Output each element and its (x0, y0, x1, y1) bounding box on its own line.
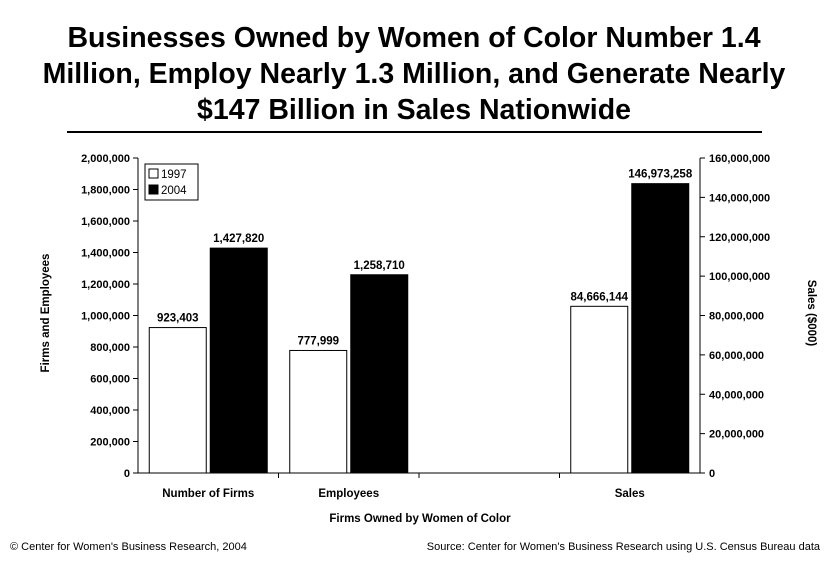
y2-tick-label: 60,000,000 (709, 350, 764, 362)
bar-1997-employees (289, 349, 348, 474)
y-tick-label: 2,000,000 (81, 153, 130, 165)
bar-2004-sales (631, 183, 690, 474)
y2-tick-label: 160,000,000 (709, 153, 770, 165)
y-tick-label: 1,400,000 (81, 248, 130, 260)
y2-tick-label: 120,000,000 (709, 232, 770, 244)
y-tick-label: 0 (124, 468, 130, 480)
bar-chart: 0 200,000 400,000 600,000 800,000 1,000,000 1,… (40, 153, 817, 525)
x-tick-label: Sales (615, 488, 645, 500)
legend-label-2004: 2004 (161, 185, 187, 197)
legend-label-1997: 1997 (161, 169, 187, 181)
y-tick-label: 1,800,000 (81, 185, 130, 197)
copyright-footer: © Center for Women's Business Research, … (10, 541, 247, 553)
y-axis-title: Firms and Employees (40, 254, 52, 373)
bar-2004-number-of-firms (209, 247, 268, 474)
chart-title: Businesses Owned by Women of Color Numbe… (42, 22, 786, 126)
y-tick-label: 1,200,000 (81, 279, 130, 291)
y-tick-label: 1,000,000 (81, 311, 130, 323)
y2-axis-title: Sales ($000) (805, 280, 817, 347)
source-footer: Source: Center for Women's Business Rese… (426, 541, 820, 553)
y2-tick-label: 80,000,000 (709, 311, 764, 323)
y2-tick-label: 40,000,000 (709, 389, 764, 401)
data-label: 146,973,258 (628, 169, 693, 181)
y-tick-label: 400,000 (90, 405, 130, 417)
x-tick-label: Employees (318, 488, 379, 500)
y2-tick-label: 20,000,000 (709, 429, 764, 441)
data-label: 84,666,144 (570, 291, 628, 303)
y-tick-label: 800,000 (90, 342, 130, 354)
data-label: 777,999 (297, 335, 339, 347)
data-label: 1,258,710 (354, 260, 405, 272)
y-tick-label: 200,000 (90, 437, 130, 449)
bar-1997-number-of-firms (148, 327, 207, 474)
bar-2004-employees (350, 274, 409, 474)
bar-1997-sales (570, 305, 629, 474)
x-axis-title: Firms Owned by Women of Color (329, 513, 511, 525)
title-divider (67, 131, 762, 133)
legend-swatch-1997 (148, 168, 159, 179)
data-label: 923,403 (157, 313, 199, 325)
x-tick-label: Number of Firms (162, 488, 254, 500)
y2-tick-label: 100,000,000 (709, 271, 770, 283)
data-label: 1,427,820 (213, 233, 264, 245)
y-tick-label: 1,600,000 (81, 216, 130, 228)
y-tick-label: 600,000 (90, 374, 130, 386)
y2-tick-label: 140,000,000 (709, 192, 770, 204)
y2-tick-label: 0 (709, 468, 715, 480)
legend-swatch-2004 (148, 184, 159, 195)
